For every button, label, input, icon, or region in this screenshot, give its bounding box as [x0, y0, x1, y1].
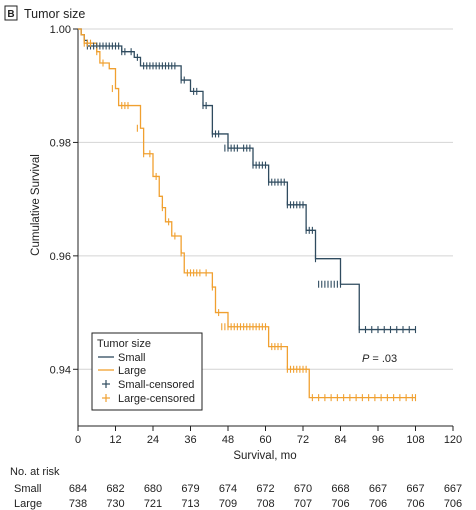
p-value-text: = .03 [369, 353, 397, 365]
risk-value-large-60: 708 [256, 498, 274, 510]
x-tick-label-2: 24 [147, 434, 159, 446]
risk-value-large-36: 713 [181, 498, 199, 510]
x-tick-label-8: 96 [372, 434, 384, 446]
risk-value-large-84: 706 [331, 498, 349, 510]
legend-box [91, 332, 203, 411]
legend-large-label: Large [118, 365, 146, 377]
y-tick-labels: 0.94 0.96 0.98 1.00 [50, 24, 71, 376]
panel-header: B Tumor size [4, 5, 85, 21]
legend-title: Tumor size [97, 338, 151, 350]
risk-value-large-120: 706 [444, 498, 462, 510]
legend-large-censored-label: Large-censored [118, 393, 195, 405]
p-value-annotation: P = .03 [362, 353, 397, 365]
risk-value-large-108: 706 [406, 498, 424, 510]
x-tick-label-3: 36 [184, 434, 196, 446]
risk-row-label-small: Small [14, 483, 42, 495]
legend-large-censored-marker [102, 394, 110, 402]
y-tick-label-3: 1.00 [50, 24, 71, 36]
x-axis-label: Survival, mo [233, 450, 296, 462]
risk-value-small-108: 667 [406, 483, 424, 495]
y-tick-label-1: 0.96 [50, 251, 71, 263]
legend: Tumor size Small Large Small-censored La… [91, 332, 203, 411]
x-tick-label-10: 120 [444, 434, 462, 446]
risk-value-large-24: 721 [144, 498, 162, 510]
risk-value-small-12: 682 [106, 483, 124, 495]
panel-letter: B [7, 9, 14, 20]
x-tick-label-4: 48 [222, 434, 234, 446]
risk-value-small-84: 668 [331, 483, 349, 495]
risk-value-small-72: 670 [294, 483, 312, 495]
risk-value-small-36: 679 [181, 483, 199, 495]
panel-letter-box [4, 5, 18, 21]
risk-table-title: No. at risk [10, 466, 60, 478]
y-tick-label-2: 0.98 [50, 137, 71, 149]
y-tick-label-0: 0.94 [50, 364, 71, 376]
x-tick-label-1: 12 [109, 434, 121, 446]
x-tick-label-0: 0 [75, 434, 81, 446]
risk-value-small-24: 680 [144, 483, 162, 495]
risk-table: No. at risk Small Large 684 682 680 679 674 6… [10, 466, 462, 510]
p-value-letter: P [362, 353, 370, 365]
x-tick-label-7: 84 [334, 434, 346, 446]
risk-value-small-48: 674 [219, 483, 237, 495]
censor-marks [83, 39, 417, 402]
legend-small-censored-label: Small-censored [118, 379, 194, 391]
x-tick-label-6: 72 [297, 434, 309, 446]
risk-value-large-12: 730 [106, 498, 124, 510]
y-axis-label: Cumulative Survival [30, 154, 42, 256]
risk-value-large-0: 738 [69, 498, 87, 510]
risk-value-large-72: 707 [294, 498, 312, 510]
x-tick-labels: 0 12 24 36 48 60 72 84 96 108 120 [75, 434, 462, 446]
x-tick-label-9: 108 [406, 434, 424, 446]
risk-value-large-96: 706 [369, 498, 387, 510]
axes [73, 28, 454, 431]
risk-value-small-60: 672 [256, 483, 274, 495]
x-tick-label-5: 60 [259, 434, 271, 446]
legend-small-censored-marker [102, 380, 110, 388]
risk-value-small-96: 667 [369, 483, 387, 495]
risk-value-large-48: 709 [219, 498, 237, 510]
risk-value-small-120: 667 [444, 483, 462, 495]
risk-row-label-large: Large [14, 498, 42, 510]
grid-lines [78, 28, 453, 370]
legend-small-label: Small [118, 352, 146, 364]
chart-title: Tumor size [24, 7, 85, 21]
series-line-small [78, 28, 416, 331]
risk-values: 684 682 680 679 674 672 670 668 667 667 667 738 730 7… [69, 483, 462, 510]
risk-value-small-0: 684 [69, 483, 87, 495]
